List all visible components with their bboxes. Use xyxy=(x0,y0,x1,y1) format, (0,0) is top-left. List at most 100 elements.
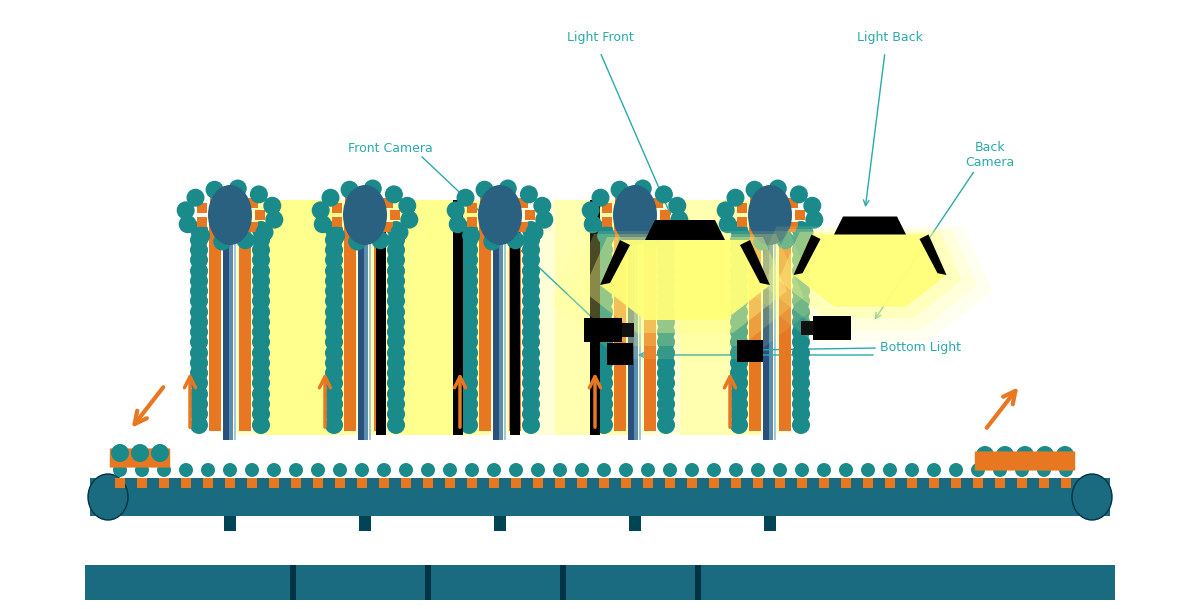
Polygon shape xyxy=(778,232,962,318)
Bar xyxy=(929,478,940,488)
Bar xyxy=(346,193,355,203)
Bar xyxy=(614,326,626,338)
Ellipse shape xyxy=(313,215,331,233)
Bar xyxy=(628,195,634,440)
Bar xyxy=(467,478,478,488)
Ellipse shape xyxy=(190,385,208,403)
Ellipse shape xyxy=(658,282,676,300)
Ellipse shape xyxy=(618,233,636,250)
Bar xyxy=(644,316,656,328)
Bar xyxy=(644,306,656,318)
Ellipse shape xyxy=(443,463,457,477)
FancyBboxPatch shape xyxy=(995,451,1015,471)
Ellipse shape xyxy=(730,303,748,321)
Bar xyxy=(209,265,221,277)
Ellipse shape xyxy=(456,189,474,206)
Bar xyxy=(239,244,251,256)
Ellipse shape xyxy=(190,333,208,351)
Bar xyxy=(614,316,626,328)
Text: Bottom Light: Bottom Light xyxy=(880,342,961,354)
Bar xyxy=(374,234,386,246)
Ellipse shape xyxy=(658,313,676,331)
Ellipse shape xyxy=(658,323,676,341)
Bar xyxy=(210,193,220,203)
Bar xyxy=(779,367,791,379)
Bar xyxy=(764,516,776,531)
Ellipse shape xyxy=(522,231,540,249)
Bar xyxy=(602,217,612,227)
Ellipse shape xyxy=(792,262,810,280)
Ellipse shape xyxy=(484,233,502,250)
Ellipse shape xyxy=(595,313,613,331)
Bar xyxy=(239,347,251,359)
Bar xyxy=(344,244,356,256)
Bar xyxy=(779,388,791,400)
Ellipse shape xyxy=(112,444,130,462)
Bar xyxy=(644,254,656,266)
Bar xyxy=(554,200,635,435)
Bar xyxy=(644,377,656,389)
Ellipse shape xyxy=(205,181,223,199)
Ellipse shape xyxy=(252,416,270,434)
Ellipse shape xyxy=(522,344,540,362)
Polygon shape xyxy=(646,220,725,240)
Bar xyxy=(248,222,258,233)
Ellipse shape xyxy=(719,215,737,233)
Bar xyxy=(509,326,521,338)
Ellipse shape xyxy=(595,221,613,239)
FancyBboxPatch shape xyxy=(150,448,170,468)
Bar xyxy=(383,222,392,233)
Ellipse shape xyxy=(460,272,478,290)
FancyBboxPatch shape xyxy=(1015,451,1036,471)
Ellipse shape xyxy=(475,181,493,199)
FancyBboxPatch shape xyxy=(1055,451,1075,471)
Bar xyxy=(479,295,491,307)
Bar xyxy=(344,357,356,369)
Ellipse shape xyxy=(190,231,208,249)
Polygon shape xyxy=(919,234,947,275)
Polygon shape xyxy=(740,240,770,285)
FancyBboxPatch shape xyxy=(110,448,130,468)
Ellipse shape xyxy=(190,292,208,310)
Ellipse shape xyxy=(792,405,810,423)
Bar xyxy=(644,347,656,359)
Bar xyxy=(779,316,791,328)
Bar xyxy=(239,367,251,379)
Bar xyxy=(509,295,521,307)
Ellipse shape xyxy=(792,323,810,341)
Bar xyxy=(779,265,791,277)
Bar xyxy=(374,316,386,328)
Bar xyxy=(239,336,251,348)
Bar xyxy=(479,357,491,369)
Ellipse shape xyxy=(730,463,743,477)
Bar xyxy=(526,210,535,220)
Bar xyxy=(554,478,565,488)
Bar xyxy=(344,285,356,297)
Ellipse shape xyxy=(460,231,478,249)
Bar xyxy=(479,265,491,277)
Ellipse shape xyxy=(796,463,809,477)
Bar xyxy=(479,408,491,420)
Ellipse shape xyxy=(325,374,343,392)
Bar xyxy=(614,244,626,256)
Ellipse shape xyxy=(385,185,403,203)
Ellipse shape xyxy=(179,215,197,233)
Bar xyxy=(425,565,431,600)
Bar xyxy=(374,419,386,431)
Bar xyxy=(230,229,240,239)
Bar xyxy=(779,326,791,338)
Ellipse shape xyxy=(252,313,270,331)
Bar xyxy=(749,295,761,307)
Bar xyxy=(629,516,641,531)
Ellipse shape xyxy=(595,416,613,434)
Ellipse shape xyxy=(113,463,127,477)
Ellipse shape xyxy=(208,185,252,245)
Ellipse shape xyxy=(792,364,810,382)
Ellipse shape xyxy=(792,241,810,259)
Ellipse shape xyxy=(252,354,270,372)
Ellipse shape xyxy=(214,233,232,250)
Ellipse shape xyxy=(252,323,270,341)
Bar xyxy=(292,478,301,488)
Ellipse shape xyxy=(386,344,406,362)
Bar xyxy=(614,357,626,369)
